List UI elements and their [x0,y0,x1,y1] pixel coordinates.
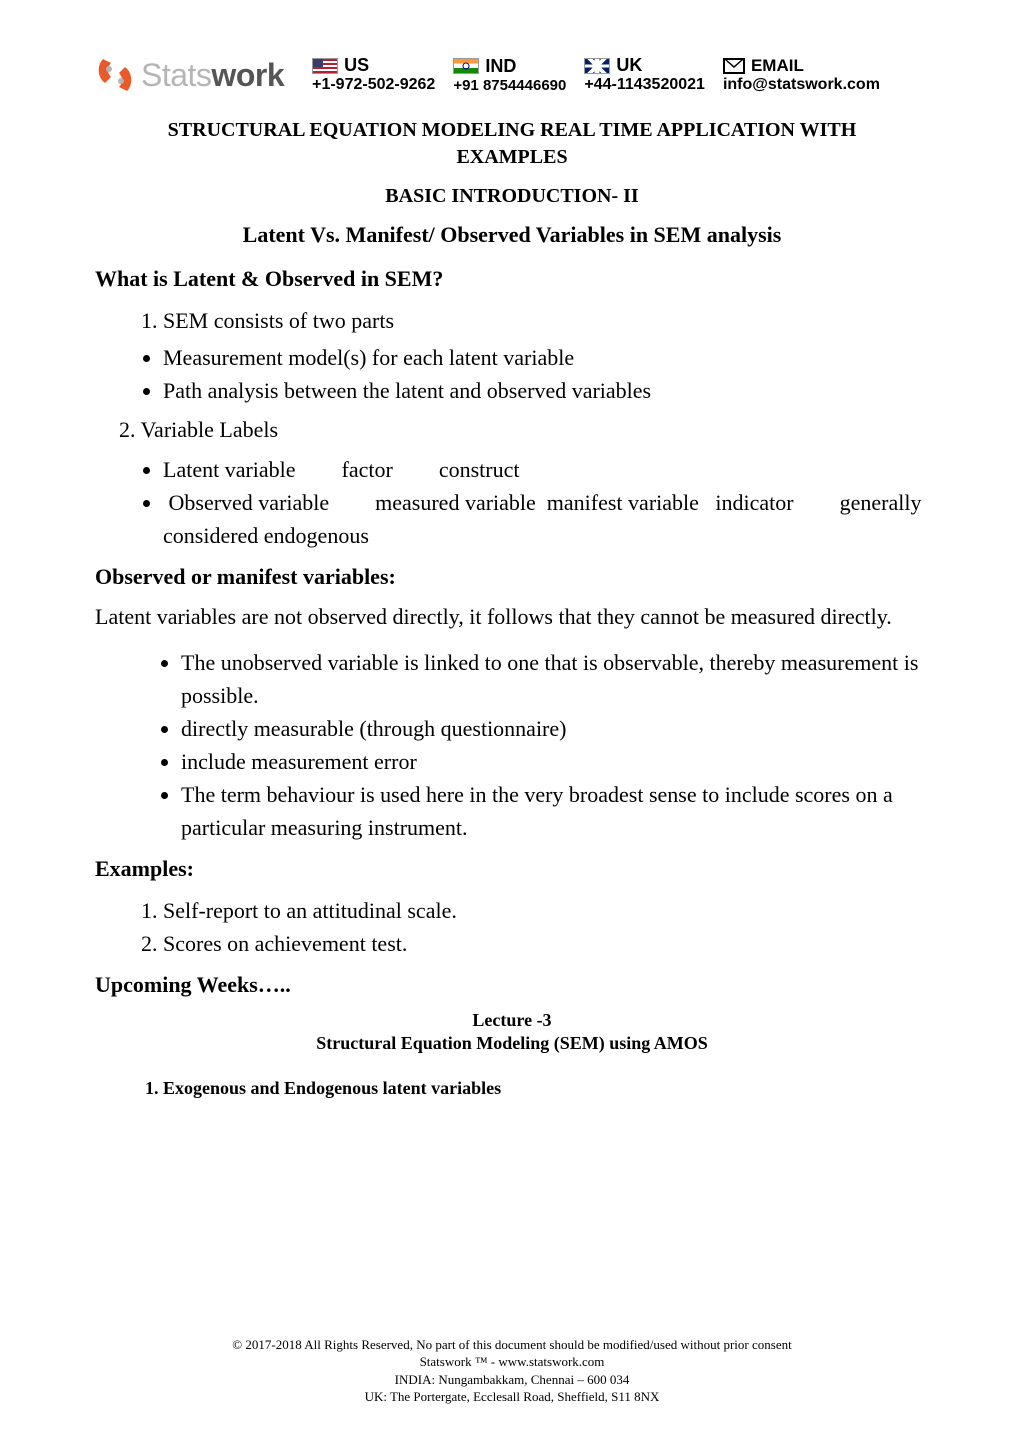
contact-email-value: info@statswork.com [723,76,880,94]
list-item: Latent variablefactorconstruct [163,453,929,486]
list-item: The unobserved variable is linked to one… [181,646,929,712]
lecture-block: Lecture -3 Structural Equation Modeling … [95,1010,929,1054]
contact-uk-label: UK [616,55,642,76]
list-item: Observed variablemeasured variable manif… [163,486,929,552]
footer-line: UK: The Portergate, Ecclesall Road, Shef… [0,1388,1024,1406]
section1-item2: 2. Variable Labels [119,417,929,443]
contact-ind-phone: +91 8754446690 [453,77,566,94]
section1-sublist-a: Measurement model(s) for each latent var… [163,341,929,407]
page-subtitle2: Latent Vs. Manifest/ Observed Variables … [95,222,929,248]
upcoming-item-1: 1. Exogenous and Endogenous latent varia… [145,1078,929,1099]
contact-us: US +1-972-502-9262 [312,55,435,94]
footer-line: INDIA: Nungambakkam, Chennai – 600 034 [0,1371,1024,1389]
list-item: SEM consists of two parts [163,304,929,337]
section1-heading: What is Latent & Observed in SEM? [95,266,929,292]
list-item: Self-report to an attitudinal scale. [163,894,929,927]
contact-uk: UK +44-1143520021 [584,55,705,94]
logo-text-gray: Stats [141,57,211,93]
list-item: include measurement error [181,745,929,778]
section1-list: SEM consists of two parts [163,304,929,337]
section2-paragraph: Latent variables are not observed direct… [95,602,929,632]
list-item: Measurement model(s) for each latent var… [163,341,929,374]
india-flag-icon [453,58,479,74]
footer-line: © 2017-2018 All Rights Reserved, No part… [0,1336,1024,1354]
logo-text: Statswork [141,57,284,94]
section1-sublist-b: Latent variablefactorconstruct Observed … [163,453,929,552]
footer-line: Statswork ™ - www.statswork.com [0,1353,1024,1371]
list-item: Scores on achievement test. [163,927,929,960]
list-item: The term behaviour is used here in the v… [181,778,929,844]
contact-ind: IND +91 8754446690 [453,56,566,94]
section3-list: Self-report to an attitudinal scale. Sco… [163,894,929,960]
lecture-number: Lecture -3 [95,1010,929,1031]
uk-flag-icon [584,58,610,74]
contact-email-label: EMAIL [751,56,804,76]
page-title: STRUCTURAL EQUATION MODELING REAL TIME A… [95,117,929,171]
section3-heading: Examples: [95,856,929,882]
lecture-title: Structural Equation Modeling (SEM) using… [95,1033,929,1054]
upcoming-heading: Upcoming Weeks….. [95,972,929,998]
logo: Statswork [95,55,284,95]
contact-email: EMAIL info@statswork.com [723,56,880,94]
list-item: Path analysis between the latent and obs… [163,374,929,407]
page-subtitle: BASIC INTRODUCTION- II [95,185,929,208]
section2-list: The unobserved variable is linked to one… [181,646,929,844]
statswork-logo-icon [95,55,135,95]
footer: © 2017-2018 All Rights Reserved, No part… [0,1336,1024,1406]
section2-heading: Observed or manifest variables: [95,564,929,590]
mail-icon [723,58,745,74]
list-item: directly measurable (through questionnai… [181,712,929,745]
logo-text-bold: work [211,57,284,93]
header-bar: Statswork US +1-972-502-9262 IND +91 875… [95,55,929,95]
contact-uk-phone: +44-1143520021 [584,76,705,94]
contact-us-label: US [344,55,369,76]
contact-us-phone: +1-972-502-9262 [312,76,435,94]
contact-ind-label: IND [485,56,516,77]
us-flag-icon [312,58,338,74]
